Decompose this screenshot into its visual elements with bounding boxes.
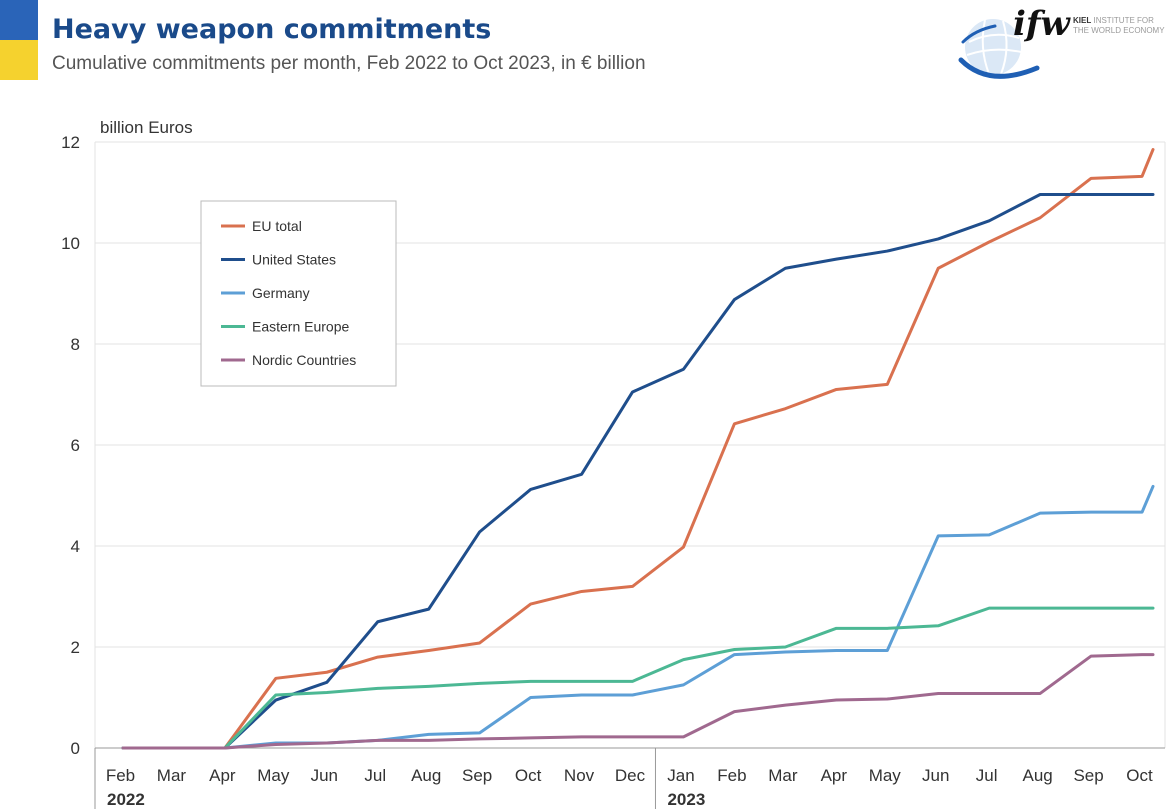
logo-line2: THE WORLD ECONOMY — [1073, 26, 1165, 35]
x-tick-label: Apr — [821, 766, 848, 785]
series-line-germany — [121, 484, 1155, 750]
series-line-eastern-europe — [121, 606, 1155, 750]
flag-blue-stripe — [0, 0, 38, 40]
x-tick-label: Sep — [1073, 766, 1103, 785]
y-axis-label: billion Euros — [100, 118, 193, 137]
logo-kiel: KIEL — [1073, 16, 1092, 25]
legend-entry: United States — [252, 252, 336, 268]
logo-wordmark: ifw — [1013, 4, 1070, 44]
globe-icon — [958, 19, 1040, 79]
y-tick-label: 2 — [71, 638, 80, 657]
ifw-logo: ifw KIEL INSTITUTE FOR THE WORLD ECONOMY — [955, 0, 1170, 90]
x-tick-label: Jul — [976, 766, 998, 785]
x-tick-label: Oct — [515, 766, 542, 785]
x-tick-label: Jun — [922, 766, 949, 785]
chart-subtitle: Cumulative commitments per month, Feb 20… — [52, 53, 646, 74]
series-line-united-states — [121, 193, 1155, 750]
legend-entry: Nordic Countries — [252, 352, 356, 368]
x-tick-label: Dec — [615, 766, 646, 785]
flag-yellow-stripe — [0, 40, 38, 80]
series-line-eu-total — [121, 148, 1155, 750]
x-tick-label: Nov — [564, 766, 595, 785]
year-label: 2023 — [667, 790, 705, 809]
logo-institute-name: KIEL INSTITUTE FOR THE WORLD ECONOMY — [1073, 16, 1165, 36]
ukraine-flag-icon — [0, 0, 38, 80]
logo-line1: INSTITUTE FOR — [1093, 16, 1154, 25]
x-tick-label: Apr — [209, 766, 236, 785]
x-tick-label: Sep — [462, 766, 492, 785]
y-tick-label: 8 — [71, 335, 80, 354]
year-label: 2022 — [107, 790, 145, 809]
legend-entry: EU total — [252, 218, 302, 234]
legend-entry: Eastern Europe — [252, 319, 349, 335]
x-tick-label: May — [257, 766, 290, 785]
y-tick-label: 12 — [61, 133, 80, 152]
x-tick-label: Feb — [717, 766, 746, 785]
series-line-nordic-countries — [121, 653, 1155, 750]
x-tick-label: Jul — [364, 766, 386, 785]
x-tick-label: Mar — [157, 766, 187, 785]
legend: EU total United States Germany Eastern Euro… — [200, 200, 397, 387]
x-tick-label: Jun — [311, 766, 338, 785]
x-tick-label: Aug — [1022, 766, 1052, 785]
axis-ticks: 0 2 4 6 8 10 12 billion Euros Feb Mar Apr May Jun Jul… — [61, 118, 1153, 809]
y-tick-label: 10 — [61, 234, 80, 253]
x-tick-label: Oct — [1126, 766, 1153, 785]
x-tick-label: Feb — [106, 766, 135, 785]
y-tick-label: 0 — [71, 739, 80, 758]
series-lines — [121, 148, 1155, 750]
y-tick-label: 6 — [71, 436, 80, 455]
x-tick-label: Jan — [667, 766, 694, 785]
legend-entry: Germany — [252, 285, 310, 301]
x-tick-label: May — [869, 766, 902, 785]
x-tick-label: Aug — [411, 766, 441, 785]
x-tick-label: Mar — [768, 766, 798, 785]
y-tick-label: 4 — [71, 537, 80, 556]
chart-title: Heavy weapon commitments — [52, 14, 492, 45]
